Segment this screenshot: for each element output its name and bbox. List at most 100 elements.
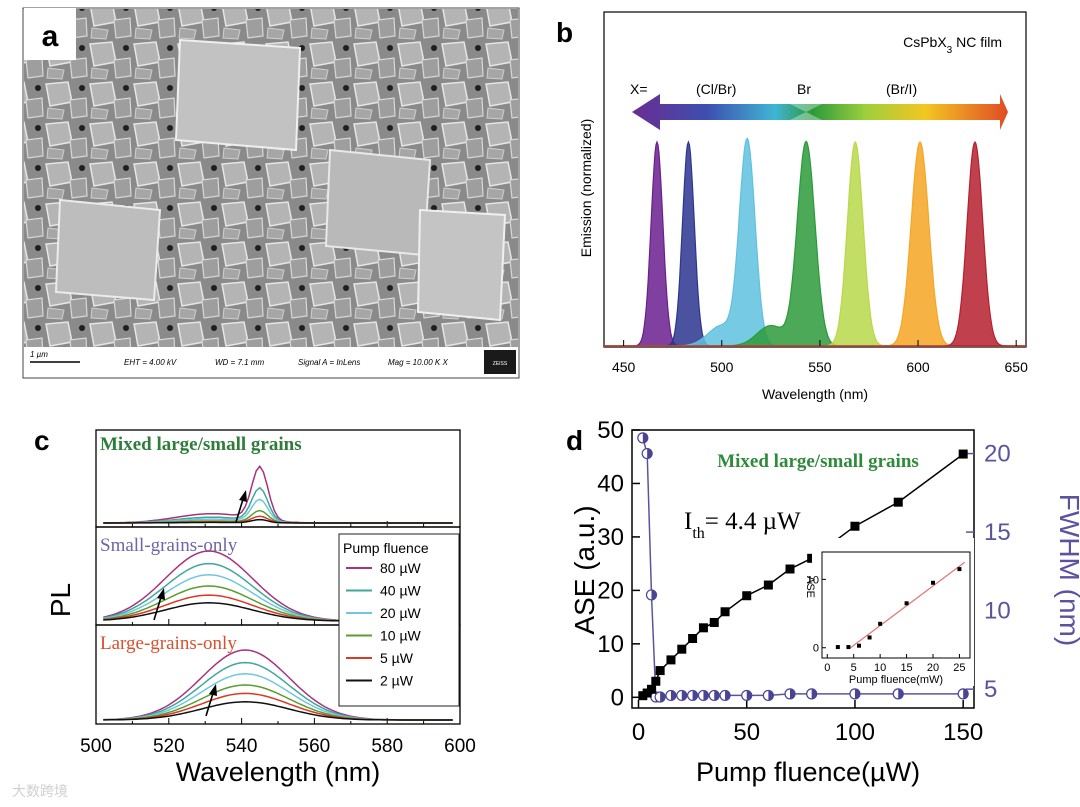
inset-point bbox=[867, 635, 872, 640]
legend-label: 10 µW bbox=[380, 628, 422, 644]
y2-tick-label-d: 15 bbox=[984, 519, 1011, 546]
fwhm-point-half bbox=[692, 690, 698, 701]
legend-c: 80 µW 40 µW 20 µW 10 µW 5 µW 2 µW bbox=[346, 560, 422, 689]
fwhm-point-half bbox=[670, 690, 676, 701]
legend-label: 80 µW bbox=[380, 560, 422, 576]
y2-tick-label-d: 10 bbox=[984, 598, 1011, 625]
inset-point bbox=[835, 645, 840, 650]
y2-axis-label-d: FWHM (nm) bbox=[1054, 494, 1080, 646]
legend-box-c bbox=[338, 533, 460, 707]
ase-point bbox=[651, 676, 661, 686]
threshold-annotation: Ith= 4.4 µW bbox=[684, 508, 801, 542]
fwhm-point-half bbox=[714, 690, 720, 701]
ase-point bbox=[893, 497, 903, 507]
y-tick-label-d: 50 bbox=[597, 417, 624, 444]
panel-d: d Mixed large/small grains Ith= 4.4 µW 0… bbox=[566, 417, 1080, 787]
y-tick-label-d: 20 bbox=[597, 577, 624, 604]
zeiss-logo-text: ZEISS bbox=[493, 361, 508, 367]
y2-tick-label-d: 20 bbox=[984, 441, 1011, 468]
pl-subpanels: Mixed large/small grains Small-grains-onl… bbox=[95, 429, 461, 725]
inset-point bbox=[857, 643, 861, 648]
fwhm-point-half bbox=[651, 589, 657, 600]
x-tick-label-d: 150 bbox=[943, 719, 983, 746]
inset-point bbox=[878, 621, 883, 626]
arrow-label-clbr: (Cl/Br) bbox=[696, 81, 736, 97]
ase-point bbox=[742, 591, 752, 601]
fwhm-series bbox=[637, 432, 969, 703]
inset-x-tick-label: 25 bbox=[953, 662, 965, 674]
scale-bar-label: 1 µm bbox=[30, 350, 48, 359]
emission-peak-7 bbox=[604, 140, 1026, 347]
sem-grain-large bbox=[416, 208, 507, 322]
panel-b: b CsPbX3 NC film X= (Cl/Br) Br (Br/I) 45… bbox=[556, 11, 1028, 402]
ase-point bbox=[785, 564, 795, 574]
sem-wd: WD = 7.1 mm bbox=[215, 358, 264, 367]
ase-point bbox=[763, 580, 773, 590]
ase-point bbox=[677, 644, 687, 654]
chart-title-b: CsPbX3 NC film bbox=[903, 34, 1002, 56]
inset-y-tick-label: 0 bbox=[813, 643, 819, 655]
fwhm-point-half bbox=[768, 690, 774, 701]
x-tick-label-b: 600 bbox=[906, 359, 930, 375]
x-axis-label-b: Wavelength (nm) bbox=[762, 386, 868, 402]
subpanel-label: Small-grains-only bbox=[100, 535, 238, 556]
x-tick-label-c: 580 bbox=[371, 736, 403, 757]
inset-background bbox=[812, 538, 974, 686]
subpanel-label: Large-grains-only bbox=[100, 633, 237, 654]
pl-curve bbox=[103, 464, 453, 524]
wavelength-arrow bbox=[632, 94, 1008, 130]
y-axis-label-d: ASE (a.u.) bbox=[569, 505, 600, 634]
inset-point bbox=[846, 645, 851, 650]
ase-point bbox=[688, 634, 698, 643]
inset-y-tick-label: 10 bbox=[807, 574, 819, 586]
panel-label-a: a bbox=[42, 20, 59, 53]
arrow-head-mid bbox=[790, 104, 822, 120]
x-tick-label-c: 540 bbox=[226, 736, 258, 757]
inset-x-tick-label: 10 bbox=[874, 662, 886, 674]
fwhm-point-half bbox=[660, 692, 666, 703]
ase-point bbox=[646, 684, 656, 694]
x-tick-label-b: 550 bbox=[808, 359, 832, 375]
legend-label: 2 µW bbox=[380, 673, 414, 689]
panel-label-c: c bbox=[34, 425, 50, 456]
inset-x-tick-label: 20 bbox=[927, 662, 939, 674]
arrow-label-x: X= bbox=[630, 81, 648, 97]
x-tick-label-c: 500 bbox=[80, 736, 112, 757]
sem-grain-large bbox=[54, 198, 162, 302]
x-tick-label-d: 100 bbox=[835, 719, 875, 746]
ase-point bbox=[850, 521, 860, 531]
inset-frame bbox=[821, 551, 971, 659]
x-ticks-c: 500 520 540 560 580 600 bbox=[80, 736, 476, 757]
fwhm-point-half bbox=[963, 688, 969, 699]
inset-point bbox=[904, 601, 909, 606]
panel-a: a 1 µm EHT = 4.00 kV WD = 7.1 mm Signal … bbox=[22, 7, 520, 379]
ase-point bbox=[655, 666, 665, 676]
x-tick-label-b: 450 bbox=[612, 359, 636, 375]
increase-arrow-head bbox=[209, 684, 217, 696]
ase-point bbox=[698, 623, 708, 633]
fwhm-point-half bbox=[854, 688, 860, 699]
chart-title-d: Mixed large/small grains bbox=[717, 451, 919, 472]
inset-y-label: ASE bbox=[804, 576, 816, 598]
inset-x-tick-label: 5 bbox=[851, 662, 857, 674]
panel-label-b: b bbox=[556, 17, 573, 48]
fwhm-point-half bbox=[647, 448, 653, 459]
y-axis-label-c: PL bbox=[45, 583, 76, 617]
x-tick-label-b: 500 bbox=[710, 359, 734, 375]
x-axis-label-c: Wavelength (nm) bbox=[176, 757, 381, 787]
watermark-text: 大数跨境 bbox=[12, 783, 68, 799]
fwhm-point-half bbox=[681, 690, 687, 701]
ase-point bbox=[666, 655, 676, 665]
panel-label-d: d bbox=[566, 425, 583, 456]
x-ticks-b: 450 500 550 600 650 bbox=[612, 340, 1028, 375]
x-tick-label-c: 520 bbox=[153, 736, 185, 757]
legend-label: 40 µW bbox=[380, 583, 422, 599]
x-tick-label-d: 50 bbox=[733, 719, 760, 746]
x-axis-label-d: Pump fluence(µW) bbox=[696, 757, 920, 787]
fwhm-point-half bbox=[642, 432, 648, 443]
fwhm-point-half bbox=[746, 690, 752, 701]
inset-point bbox=[931, 580, 935, 585]
